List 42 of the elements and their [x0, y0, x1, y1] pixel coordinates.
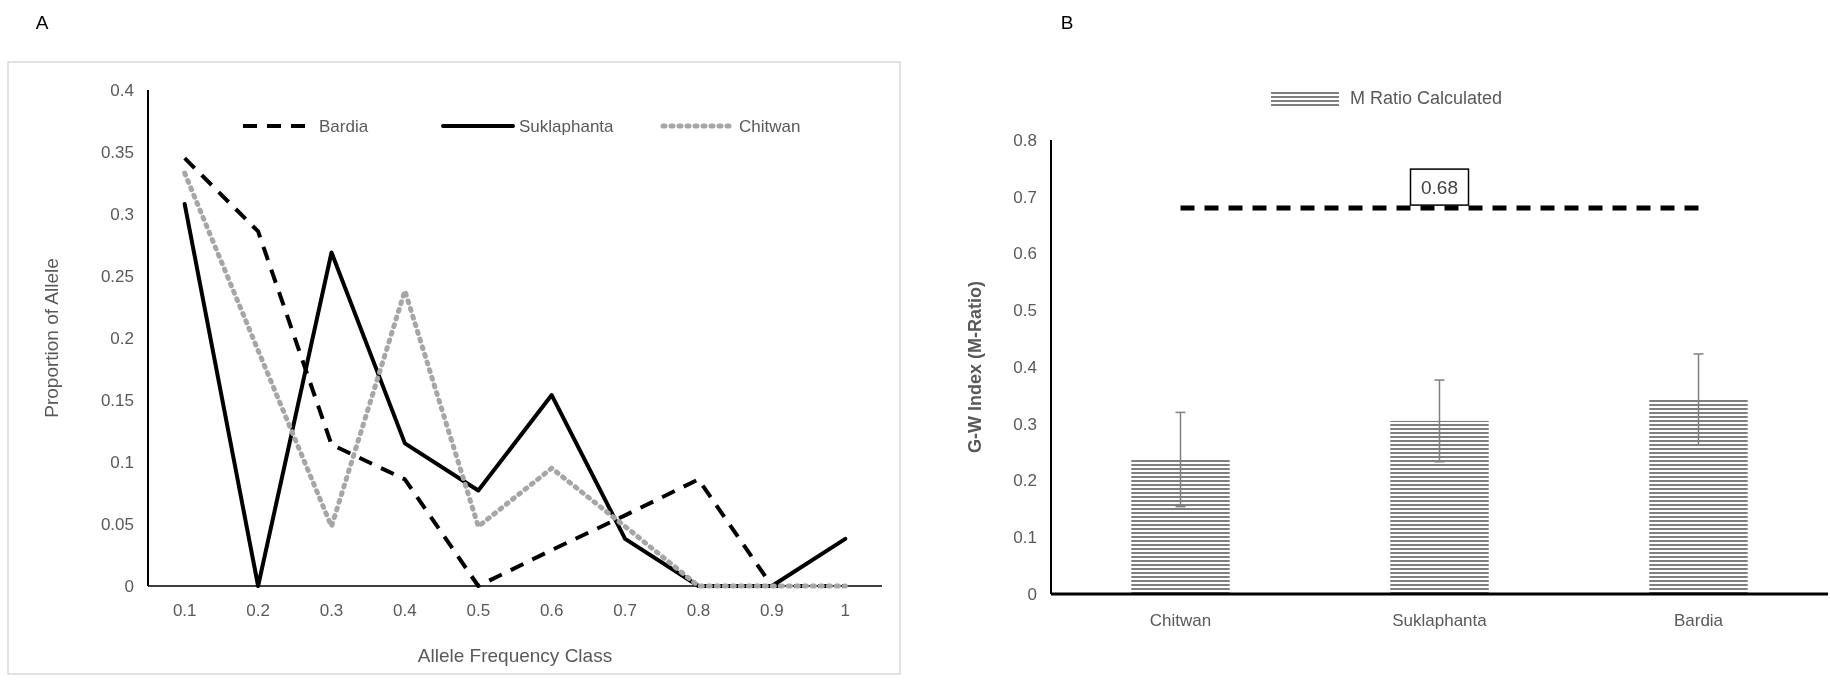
x-tick-label: 0.8	[686, 601, 711, 620]
y-tick-label: 0.3	[110, 204, 134, 224]
y-tick-label: 0.05	[100, 514, 134, 534]
x-tick-label: 0.1	[172, 601, 197, 620]
y-tick-label: 0.3	[1013, 414, 1037, 434]
y-tick-label: 0.25	[100, 266, 134, 286]
x-tick-label: 0.2	[246, 601, 270, 620]
x-tick-label: 0.3	[319, 601, 344, 620]
y-axis-title: G-W Index (M-Ratio)	[965, 281, 985, 453]
y-tick-label: 0.2	[1013, 471, 1037, 491]
y-tick-label: 0.15	[100, 390, 134, 410]
x-tick-label: 0.5	[466, 601, 491, 620]
legend-label: M Ratio Calculated	[1350, 88, 1503, 109]
x-tick-label: 0.4	[393, 601, 417, 620]
y-tick-label: 0.4	[110, 80, 134, 100]
y-tick-label: 0.35	[100, 142, 134, 162]
y-tick-label: 0.1	[110, 452, 134, 472]
chart-title: B	[1060, 11, 1074, 33]
y-tick-label: 0.7	[1013, 187, 1037, 207]
x-tick-label: 1	[840, 601, 851, 620]
x-tick-label: 0.7	[613, 601, 637, 620]
legend-label: Bardia	[319, 116, 369, 136]
y-tick-label: 0.8	[1013, 130, 1037, 150]
y-tick-label: 0.2	[110, 328, 134, 348]
y-tick-label: 0	[1027, 584, 1037, 604]
x-tick-label: Suklaphanta	[1392, 611, 1488, 630]
y-axis-title: Proportion of Allele	[41, 258, 62, 418]
chart-title: A	[35, 11, 49, 33]
legend-label: Chitwan	[739, 116, 801, 136]
y-tick-label: 0.5	[1013, 301, 1037, 321]
x-axis-title: Allele Frequency Class	[417, 645, 613, 666]
bar	[1390, 420, 1489, 594]
y-tick-label: 0.6	[1013, 244, 1037, 264]
x-tick-label: Chitwan	[1149, 611, 1212, 630]
x-tick-label: 0.9	[760, 601, 784, 620]
y-tick-label: 0.4	[1013, 357, 1037, 377]
ref-line-label: 0.68	[1421, 176, 1458, 198]
x-tick-label: Bardia	[1673, 611, 1724, 630]
y-tick-label: 0	[124, 576, 134, 596]
legend-label: Suklaphanta	[519, 116, 615, 136]
y-tick-label: 0.1	[1013, 528, 1037, 548]
x-tick-label: 0.6	[539, 601, 564, 620]
